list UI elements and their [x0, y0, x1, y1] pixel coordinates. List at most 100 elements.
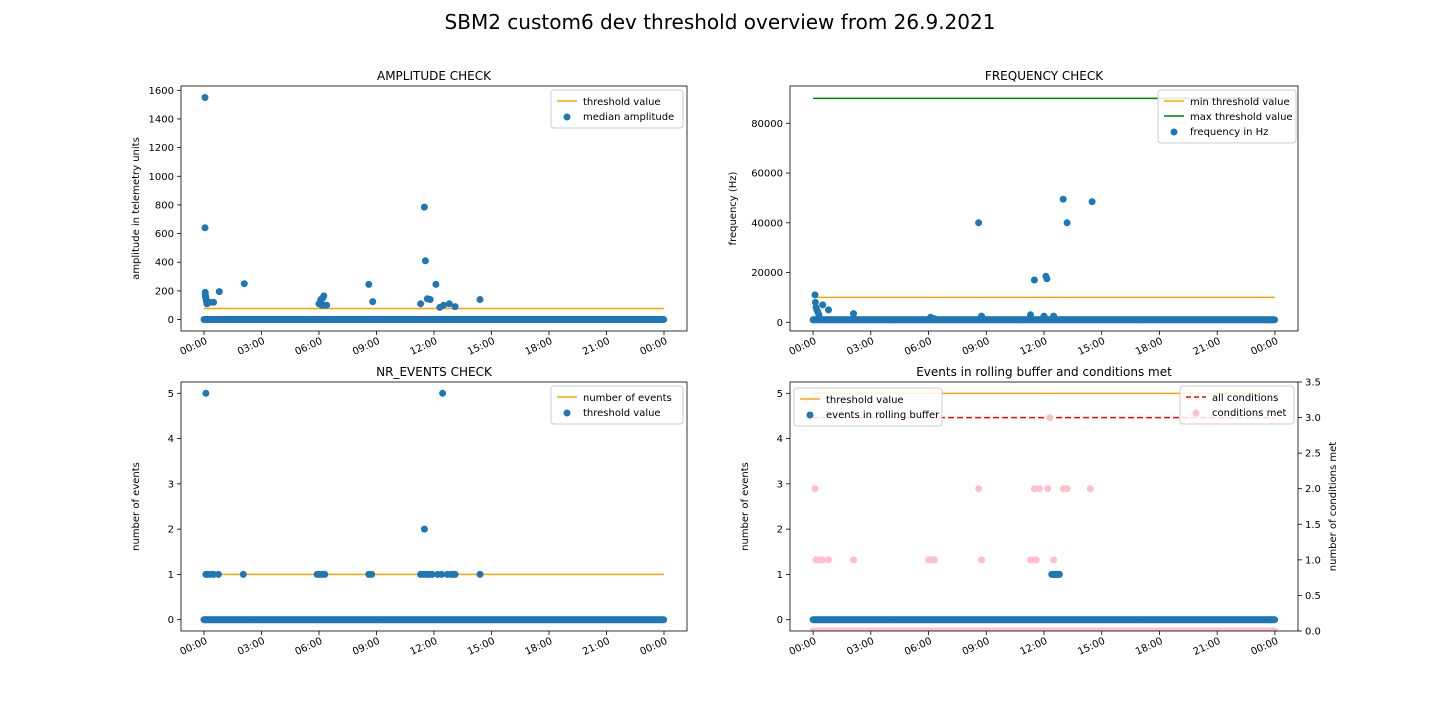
data-point [1088, 198, 1096, 206]
conditions-met-point [1050, 556, 1058, 564]
legend-right: all conditions conditions met [1179, 385, 1295, 425]
x-tick-label: 09:00 [961, 336, 992, 358]
y-tick-label: 0 [777, 615, 783, 626]
y-tick-label: 800 [155, 200, 174, 211]
y-right-tick-label: 0.5 [1305, 591, 1321, 602]
data-point [210, 570, 218, 578]
y-tick-label: 60000 [751, 169, 783, 180]
data-point [451, 303, 459, 311]
data-point [660, 316, 668, 323]
x-tick-label: 00:00 [178, 636, 209, 658]
y-tick-label: 40000 [751, 218, 783, 229]
data-point [1050, 312, 1058, 320]
y-right-tick-label: 3.0 [1305, 413, 1321, 424]
y-tick-label: 400 [155, 258, 174, 269]
y-right-tick-label: 2.5 [1305, 449, 1321, 460]
data-point [420, 525, 428, 533]
x-tick-label: 03:00 [845, 636, 876, 658]
y-right-axis-label: number of conditions met [1328, 442, 1339, 572]
y-right-tick-label: 2.0 [1305, 484, 1321, 495]
axes-rolling-buffer: Events in rolling buffer and conditions … [740, 365, 1339, 658]
x-tick-label: 09:00 [351, 336, 382, 358]
chart-title: NR_EVENTS CHECK [376, 365, 493, 379]
data-point [1271, 316, 1279, 324]
data-point [369, 298, 377, 306]
x-tick-label: 18:00 [523, 636, 554, 658]
x-tick-label: 15:00 [466, 336, 497, 358]
legend-marker-swatch [1192, 409, 1200, 417]
y-tick-label: 4 [777, 434, 783, 445]
legend-label: events in rolling buffer [826, 410, 940, 421]
data-point [321, 570, 329, 578]
plot-area [200, 389, 668, 624]
x-tick-label: 06:00 [903, 636, 934, 658]
data-point [930, 315, 938, 323]
data-point [819, 301, 827, 309]
x-tick-label: 03:00 [845, 336, 876, 358]
y-tick-label: 600 [155, 229, 174, 240]
data-point [201, 224, 209, 232]
y-tick-label: 200 [155, 286, 174, 297]
legend-label: number of events [583, 393, 672, 404]
data-point [320, 292, 328, 300]
plot-area [200, 94, 668, 323]
conditions-met-point [1044, 485, 1052, 493]
legend-label: all conditions [1212, 393, 1278, 404]
data-point [239, 570, 247, 578]
data-point [1040, 312, 1048, 320]
legend: min threshold value max threshold value fr… [1157, 89, 1297, 144]
data-point [420, 203, 428, 211]
y-tick-label: 4 [168, 434, 174, 445]
x-tick-label: 21:00 [1192, 636, 1223, 658]
conditions-met-point [1086, 485, 1094, 493]
conditions-met-point [1035, 485, 1043, 493]
legend-label: max threshold value [1190, 112, 1293, 123]
conditions-met-point [819, 556, 827, 564]
y-tick-label: 0 [777, 318, 783, 329]
conditions-met-point [1046, 414, 1054, 422]
conditions-met-point [978, 556, 985, 564]
x-tick-label: 12:00 [408, 636, 439, 658]
data-point [214, 570, 222, 578]
x-tick-label: 21:00 [581, 636, 612, 658]
data-point [428, 570, 436, 578]
data-point [978, 312, 985, 320]
data-point [825, 306, 832, 314]
y-tick-label: 0 [168, 315, 174, 326]
conditions-met-point [1271, 627, 1279, 631]
data-point [323, 301, 331, 309]
x-tick-label: 21:00 [581, 336, 612, 358]
data-point [201, 94, 209, 101]
data-point [1271, 616, 1279, 624]
y-axis-label: number of events [131, 462, 142, 551]
y-tick-label: 20000 [751, 268, 783, 279]
y-right-tick-label: 1.5 [1305, 520, 1321, 531]
x-tick-label: 03:00 [236, 636, 267, 658]
data-point [432, 280, 440, 288]
x-tick-label: 00:00 [178, 336, 209, 358]
data-point [1030, 276, 1038, 284]
y-tick-label: 1600 [149, 86, 174, 97]
legend: threshold value events in rolling buffer [793, 387, 943, 427]
x-tick-label: 15:00 [1076, 336, 1107, 358]
legend: threshold value median amplitude [550, 89, 684, 129]
data-point [451, 570, 459, 578]
data-point [426, 296, 434, 303]
data-point [975, 219, 983, 227]
y-tick-label: 0 [168, 615, 174, 626]
x-tick-label: 00:00 [1249, 336, 1280, 358]
conditions-met-point [811, 485, 819, 493]
axes-amplitude: AMPLITUDE CHECK 0 200 400 600 800 1000 1200 1400… [131, 69, 688, 358]
data-point [660, 616, 668, 624]
x-tick-label: 15:00 [1076, 636, 1107, 658]
data-point [1027, 311, 1034, 319]
x-tick-label: 09:00 [961, 636, 992, 658]
y-right-tick-label: 1.0 [1305, 555, 1321, 566]
y-tick-label: 1 [777, 570, 783, 581]
y-tick-label: 1400 [149, 114, 174, 125]
y-axis-label: amplitude in telemetry units [131, 137, 142, 280]
conditions-met-point [825, 556, 832, 564]
y-tick-label: 5 [777, 389, 783, 400]
legend: number of events threshold value [550, 385, 684, 425]
